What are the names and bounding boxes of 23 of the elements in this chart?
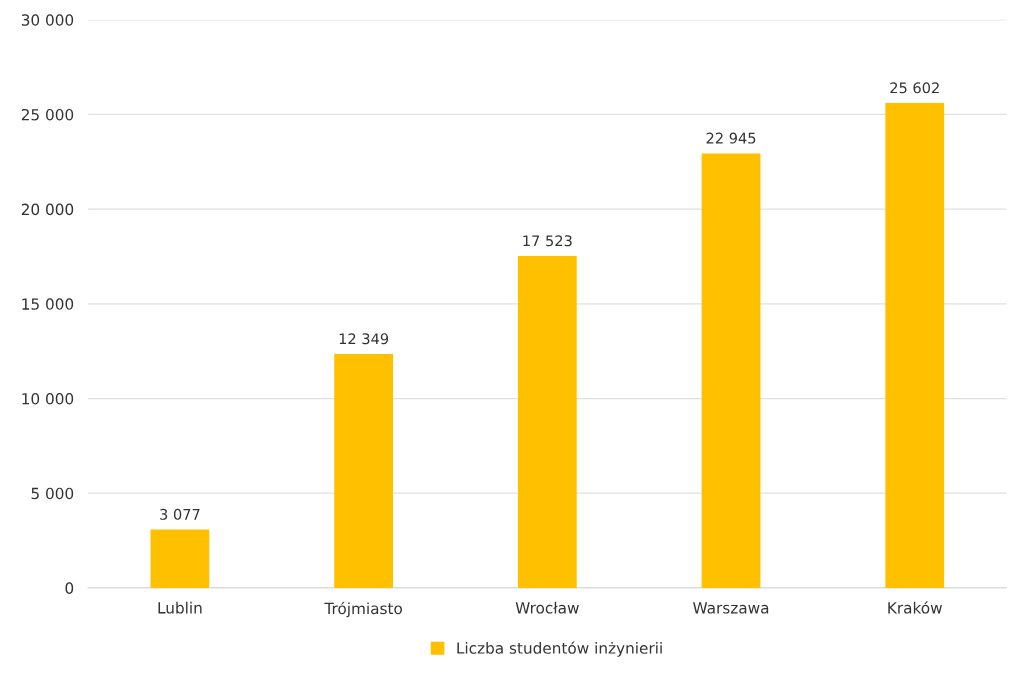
x-tick-label: Lublin	[158, 601, 202, 614]
data-label: 17 523	[523, 235, 572, 247]
bar	[885, 103, 945, 588]
y-tick-label: 5 000	[31, 487, 74, 500]
x-tick-label: Wrocław	[515, 601, 579, 614]
bar	[517, 256, 577, 588]
data-label: 12 349	[339, 333, 389, 345]
y-tick-label: 20 000	[21, 203, 74, 216]
data-label: 25 602	[890, 82, 939, 94]
y-tick-label: 0	[65, 582, 74, 594]
bar	[701, 153, 761, 588]
y-tick-label: 30 000	[21, 14, 74, 26]
data-label: 3 077	[160, 508, 200, 520]
data-label: 22 945	[706, 132, 756, 144]
y-tick-label: 25 000	[21, 108, 74, 121]
y-tick-label: 10 000	[22, 392, 74, 405]
bar	[334, 354, 394, 588]
legend-label: Liczba studentów inżynierii	[457, 641, 662, 657]
x-tick-label: Warszawa	[693, 602, 769, 614]
x-tick-label: Kraków	[888, 601, 942, 614]
y-tick-label: 15 000	[22, 298, 74, 310]
bar	[150, 529, 210, 588]
x-tick-label: Trójmiasto	[324, 601, 402, 618]
